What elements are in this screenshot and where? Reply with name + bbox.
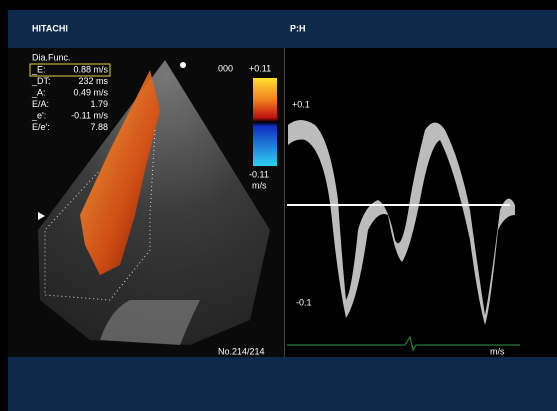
ultrasound-screen: HITACHI P:H Dia.Func. _E: 0.88 m/s _DT: 232… — [0, 0, 557, 411]
measure-label: _e': — [31, 110, 46, 120]
probe-marker — [180, 62, 186, 68]
doppler-bottom: -0.1 — [296, 297, 312, 307]
doppler-top: +0.1 — [292, 99, 310, 109]
header-title: P:H — [290, 23, 306, 33]
color-bar-code: 000 — [218, 63, 233, 73]
footer-bar — [8, 357, 557, 411]
measure-label: E/A: — [32, 99, 49, 109]
measure-label: _E: — [31, 64, 46, 74]
measure-value: 1.79 — [90, 99, 108, 109]
measure-value: -0.11 m/s — [71, 110, 108, 120]
measure-label: _DT: — [31, 76, 51, 86]
color-bar-bottom: -0.11 — [249, 169, 269, 179]
header-title: HITACHI — [32, 23, 68, 33]
measure-value: 7.88 — [90, 122, 108, 132]
color-bar-unit: m/s — [252, 180, 267, 190]
measure-label: E/e': — [32, 122, 50, 132]
color-bar — [253, 78, 277, 166]
doppler-panel — [285, 48, 525, 357]
frame-counter: No.214/214 — [218, 346, 265, 356]
header-bar — [8, 10, 557, 48]
measure-value: 0.49 m/s — [73, 87, 108, 97]
color-bar-top: +0.11 — [249, 63, 271, 73]
measure-value: 232 ms — [78, 76, 108, 86]
doppler-unit: m/s — [490, 346, 505, 356]
measure-label: _A: — [31, 87, 46, 97]
measure-value: 0.88 m/s — [73, 64, 108, 74]
measure-title: Dia.Func. — [32, 52, 71, 62]
